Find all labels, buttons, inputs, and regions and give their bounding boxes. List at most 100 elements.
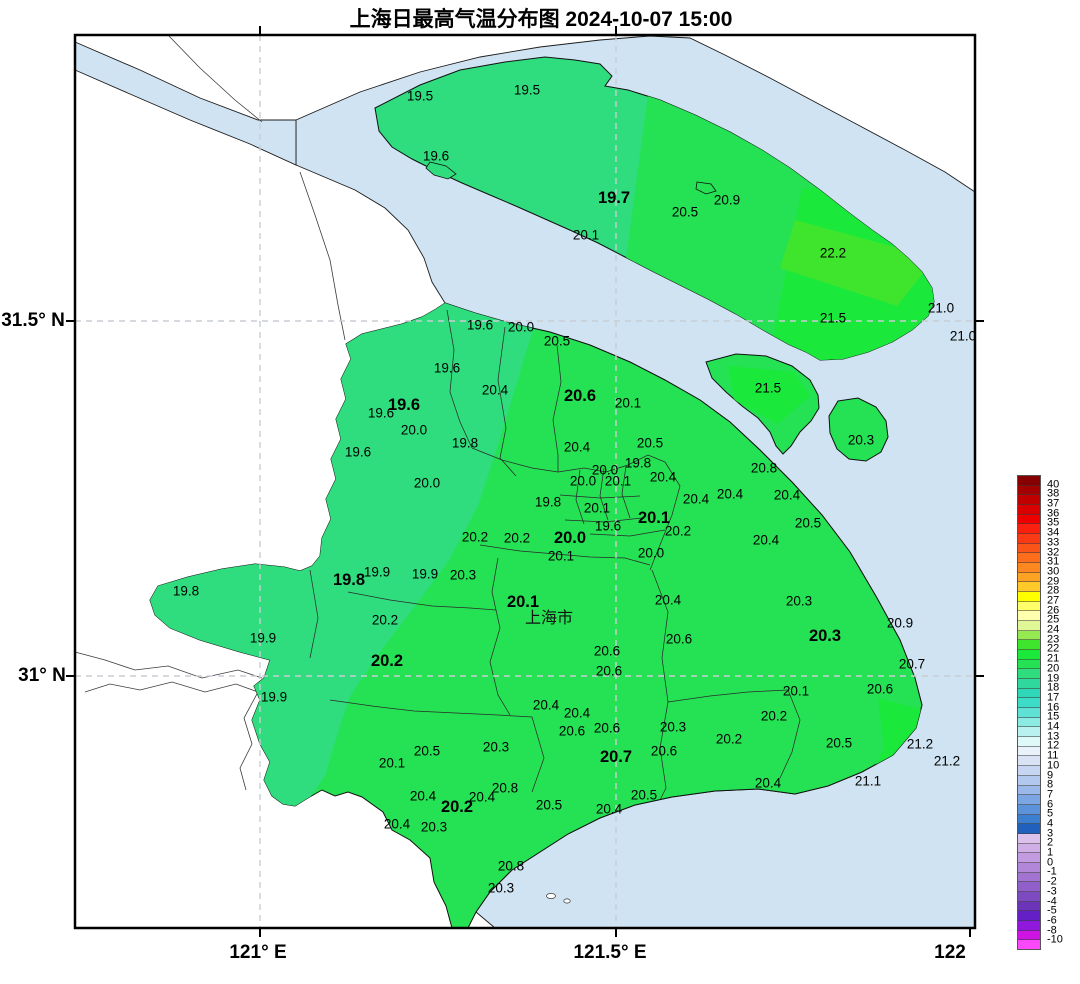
station-temp-label: 19.8 [452, 436, 478, 450]
colorbar-segment [1018, 650, 1040, 660]
station-temp-label: 19.9 [364, 565, 390, 579]
colorbar-segment [1018, 669, 1040, 679]
station-temp-label: 20.6 [666, 632, 692, 646]
colorbar-segment [1018, 756, 1040, 766]
station-temp-label: 19.9 [412, 567, 438, 581]
bay-islet-2 [564, 899, 570, 903]
station-temp-label: 20.1 [783, 684, 809, 698]
colorbar-segment [1018, 747, 1040, 757]
station-temp-label: 20.0 [401, 423, 427, 437]
station-temp-label: 20.3 [488, 881, 514, 895]
station-temp-label: 21.2 [934, 754, 960, 768]
city-name-label: 上海市 [525, 604, 573, 628]
station-temp-label: 20.9 [714, 193, 740, 207]
station-temp-label: 20.2 [372, 613, 398, 627]
station-temp-label: 20.4 [596, 802, 622, 816]
station-temp-label: 20.1 [615, 396, 641, 410]
colorbar-segment [1018, 631, 1040, 641]
station-temp-label: 20.1 [605, 474, 631, 488]
colorbar-segment [1018, 727, 1040, 737]
station-temp-label: 20.6 [867, 682, 893, 696]
colorbar-segment [1018, 892, 1040, 902]
colorbar-segment [1018, 611, 1040, 621]
station-temp-label: 19.6 [423, 149, 449, 163]
station-temp-label: 19.6 [467, 318, 493, 332]
station-temp-label: 20.5 [637, 436, 663, 450]
colorbar-segment [1018, 534, 1040, 544]
station-temp-label: 20.4 [564, 706, 590, 720]
station-temp-label: 20.3 [786, 594, 812, 608]
station-temp-label: 20.5 [826, 736, 852, 750]
station-temp-label: 20.6 [559, 724, 585, 738]
station-temp-label: 20.8 [751, 461, 777, 475]
colorbar-segment [1018, 689, 1040, 699]
colorbar-segment [1018, 544, 1040, 554]
station-temp-label: 20.0 [638, 546, 664, 560]
station-temp-label: 21.5 [755, 381, 781, 395]
colorbar-segment [1018, 737, 1040, 747]
station-temp-label: 21.5 [820, 311, 846, 325]
station-temp-label: 19.8 [333, 572, 365, 589]
station-temp-label: 20.1 [379, 756, 405, 770]
station-temp-label: 19.6 [595, 519, 621, 533]
colorbar-segment [1018, 602, 1040, 612]
station-temp-label: 20.6 [594, 644, 620, 658]
station-temp-label: 20.3 [450, 568, 476, 582]
colorbar-segment [1018, 515, 1040, 525]
colorbar-segment [1018, 621, 1040, 631]
station-temp-label: 20.1 [584, 501, 610, 515]
station-temp-label: 20.1 [573, 228, 599, 242]
station-temp-label: 20.6 [651, 744, 677, 758]
station-temp-label: 20.4 [683, 492, 709, 506]
station-temp-label: 20.3 [660, 720, 686, 734]
colorbar-segment [1018, 863, 1040, 873]
station-temp-label: 20.4 [753, 533, 779, 547]
station-temp-label: 19.8 [535, 495, 561, 509]
weather-map-page: 上海日最高气温分布图 2024-10-07 15:00 31.5° N31° N… [0, 0, 1080, 984]
station-temp-label: 20.7 [899, 657, 925, 671]
colorbar-segment [1018, 921, 1040, 931]
colorbar-segment [1018, 776, 1040, 786]
shanghai-temperature-map [0, 0, 1080, 984]
colorbar-segment [1018, 795, 1040, 805]
station-temp-label: 20.6 [596, 664, 622, 678]
station-temp-label: 20.4 [774, 488, 800, 502]
station-temp-label: 19.6 [434, 361, 460, 375]
axis-tick-label: 122 [934, 942, 966, 964]
colorbar-segment [1018, 582, 1040, 592]
colorbar-segment [1018, 524, 1040, 534]
colorbar-segment [1018, 708, 1040, 718]
station-temp-label: 20.2 [462, 530, 488, 544]
colorbar-segment [1018, 505, 1040, 515]
colorbar-segment [1018, 873, 1040, 883]
station-temp-label: 20.4 [650, 470, 676, 484]
colorbar-segment [1018, 563, 1040, 573]
station-temp-label: 20.4 [755, 776, 781, 790]
station-temp-label: 19.5 [407, 89, 433, 103]
station-temp-label: 22.2 [820, 246, 846, 260]
station-temp-label: 20.3 [421, 820, 447, 834]
station-temp-label: 20.0 [414, 476, 440, 490]
colorbar-segment [1018, 592, 1040, 602]
station-temp-label: 20.8 [498, 859, 524, 873]
colorbar-segment [1018, 805, 1040, 815]
colorbar-segment [1018, 940, 1040, 949]
colorbar-segment [1018, 853, 1040, 863]
map-title: 上海日最高气温分布图 2024-10-07 15:00 [350, 3, 733, 33]
colorbar-segment [1018, 718, 1040, 728]
station-temp-label: 20.4 [655, 593, 681, 607]
colorbar-segment [1018, 844, 1040, 854]
colorbar-segment [1018, 553, 1040, 563]
station-temp-label: 20.6 [564, 388, 596, 405]
station-temp-label: 19.9 [250, 631, 276, 645]
station-temp-label: 20.4 [717, 487, 743, 501]
colorbar-segment [1018, 882, 1040, 892]
axis-tick-label: 121.5° E [573, 942, 646, 964]
colorbar-segment [1018, 640, 1040, 650]
station-temp-label: 21.1 [855, 774, 881, 788]
station-temp-label: 20.2 [716, 732, 742, 746]
station-temp-label: 20.3 [848, 433, 874, 447]
colorbar-segment [1018, 679, 1040, 689]
colorbar-segment [1018, 931, 1040, 941]
station-temp-label: 20.5 [631, 788, 657, 802]
